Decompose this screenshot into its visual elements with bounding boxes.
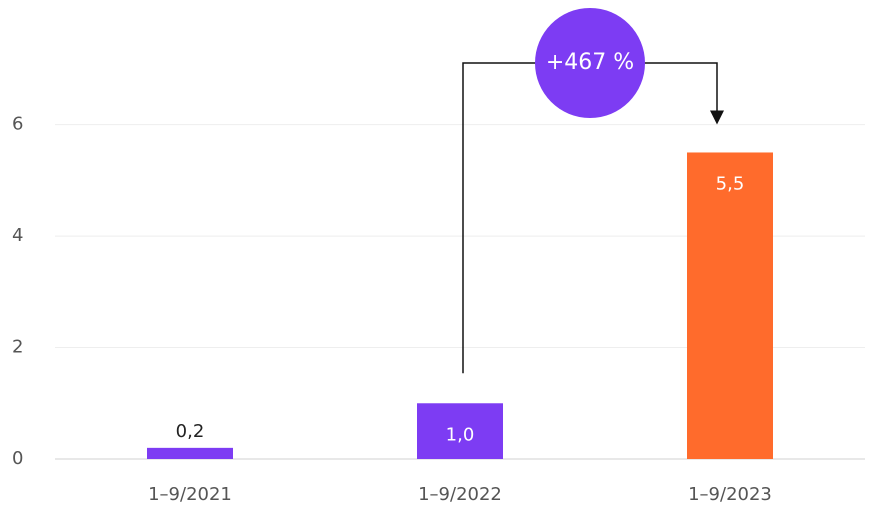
y-tick-label: 0 [12, 448, 23, 469]
bar [417, 403, 503, 459]
arrow-head [710, 110, 724, 125]
x-tick-label: 1–9/2021 [148, 484, 232, 505]
y-tick-label: 4 [12, 225, 23, 246]
data-label: 5,5 [716, 173, 745, 194]
data-label: 1,0 [446, 424, 475, 445]
y-tick-label: 6 [12, 114, 23, 135]
bar [147, 447, 233, 459]
y-tick-label: 2 [12, 337, 23, 358]
x-tick-label: 1–9/2023 [688, 484, 772, 505]
data-label: 0,2 [176, 421, 205, 442]
bar [687, 152, 773, 459]
x-tick-label: 1–9/2022 [418, 484, 502, 505]
annotation-bubble [535, 8, 645, 118]
annotation: +467 % [546, 50, 634, 75]
